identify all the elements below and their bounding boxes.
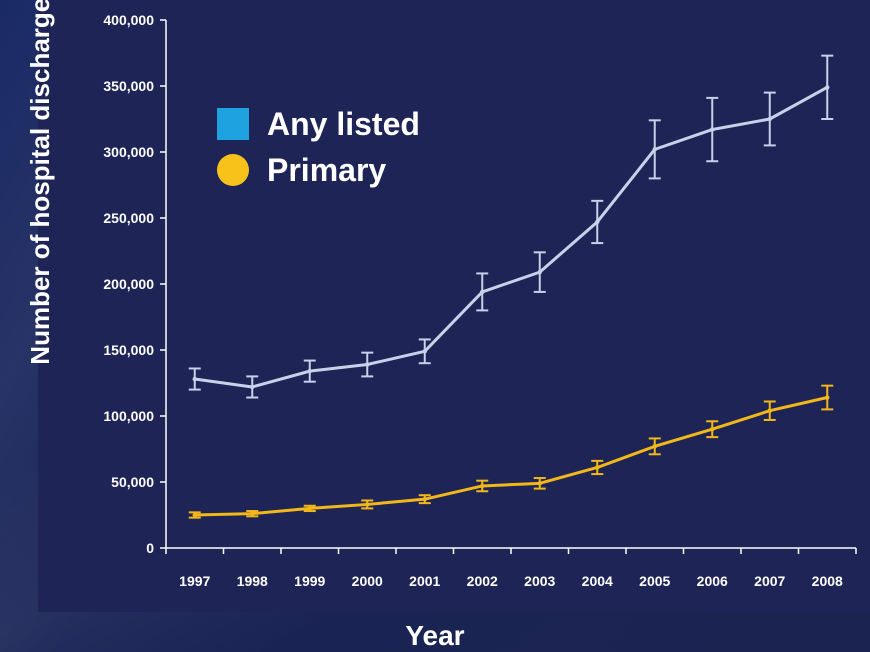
x-tick-label: 2006 <box>697 573 728 589</box>
data-point <box>365 502 370 507</box>
legend: Any listed Primary <box>217 101 420 193</box>
series-line-any-listed <box>194 86 828 389</box>
y-tick-label: 0 <box>146 540 154 556</box>
data-point <box>537 481 542 486</box>
x-tick-label: 2001 <box>409 573 440 589</box>
x-tick-label: 2004 <box>582 573 613 589</box>
x-tick-label: 1999 <box>294 573 325 589</box>
y-tick-label: 300,000 <box>103 144 154 160</box>
y-tick-label: 200,000 <box>103 276 154 292</box>
x-tick-label: 2007 <box>754 573 785 589</box>
series-any-listed <box>188 54 834 399</box>
y-tick-label: 350,000 <box>103 78 154 94</box>
data-point <box>480 483 485 489</box>
x-tick-label: 2003 <box>524 573 555 589</box>
data-point <box>710 427 715 432</box>
data-point <box>250 384 255 390</box>
y-tick-label: 100,000 <box>103 408 154 424</box>
data-point <box>365 362 370 367</box>
data-point <box>307 368 312 374</box>
x-tick-label: 2002 <box>467 573 498 589</box>
data-point <box>422 349 427 354</box>
x-tick-label: 2008 <box>812 573 843 589</box>
data-point <box>192 376 197 382</box>
data-point <box>192 512 197 518</box>
data-point <box>767 408 772 413</box>
data-point <box>480 289 485 295</box>
legend-label-any-listed: Any listed <box>267 105 420 142</box>
series-line-primary <box>194 396 828 517</box>
x-tick-label: 2005 <box>639 573 670 589</box>
legend-label-primary: Primary <box>267 151 387 188</box>
data-point <box>767 116 772 122</box>
x-axis-title: Year <box>405 620 465 651</box>
y-tick-label: 50,000 <box>111 474 154 490</box>
data-point <box>250 511 255 516</box>
y-tick-label: 400,000 <box>103 12 154 28</box>
chart-panel <box>38 0 870 612</box>
data-point <box>825 395 830 400</box>
y-axis-title: Number of hospital discharges <box>24 0 55 365</box>
data-point <box>537 269 542 275</box>
data-point <box>595 465 600 470</box>
x-tick-label: 1997 <box>179 573 210 589</box>
data-point <box>710 127 715 132</box>
y-tick-label: 150,000 <box>103 342 154 358</box>
x-tick-label: 1998 <box>237 573 268 589</box>
series-primary <box>188 384 834 519</box>
legend-swatch-any-listed <box>217 108 249 140</box>
y-tick-label: 250,000 <box>103 210 154 226</box>
data-point <box>307 506 312 511</box>
legend-item-primary: Primary <box>217 147 420 193</box>
x-tick-label: 2000 <box>352 573 383 589</box>
data-point <box>825 85 830 90</box>
legend-item-any-listed: Any listed <box>217 101 420 147</box>
data-point <box>595 219 600 225</box>
data-point <box>652 444 657 449</box>
data-point <box>422 496 427 502</box>
legend-swatch-primary <box>217 154 249 186</box>
data-point <box>652 147 657 152</box>
